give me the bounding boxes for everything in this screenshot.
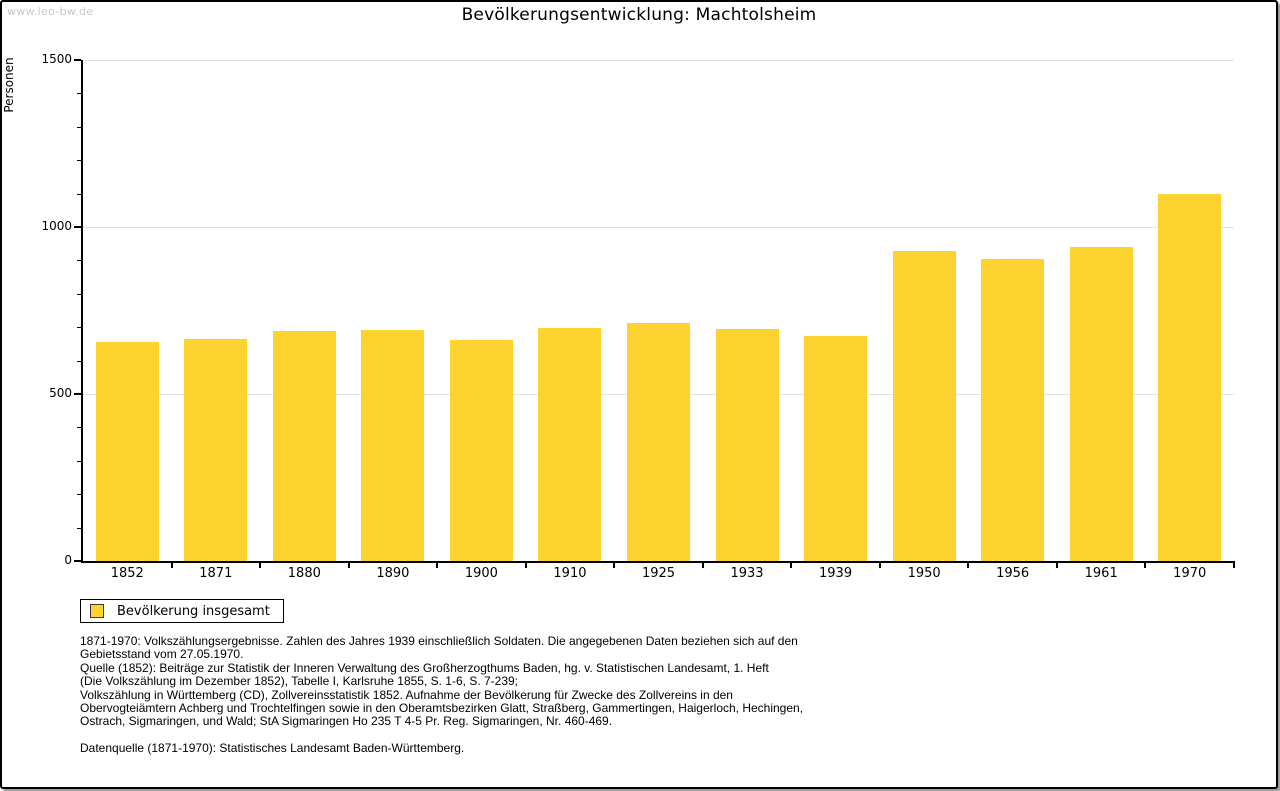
y-axis-minor-tick (77, 327, 81, 329)
y-axis-minor-tick (77, 93, 81, 95)
x-axis-tick (1144, 561, 1147, 568)
footnote-line: Obervogteiämtern Achberg und Trochtelfin… (80, 701, 804, 716)
x-axis-tick (1233, 561, 1235, 568)
gridline (83, 60, 1234, 61)
x-axis-tick (524, 561, 527, 568)
y-axis-minor-tick (77, 193, 81, 195)
y-axis-tick (74, 59, 81, 61)
x-axis-tick (347, 561, 350, 568)
x-axis-tick-label: 1939 (819, 566, 853, 581)
x-axis-tick (436, 561, 439, 568)
x-axis-tick (170, 561, 173, 568)
legend-swatch-icon (90, 604, 104, 618)
bar (804, 336, 868, 561)
footnote-line: Volkszählung in Württemberg (CD), Zollve… (80, 687, 733, 702)
bar (184, 338, 248, 561)
bar (95, 342, 159, 561)
x-axis-tick-label: 1925 (641, 566, 676, 581)
x-axis-tick-label: 1890 (376, 566, 410, 581)
y-axis-tick-label: 1000 (41, 219, 72, 233)
y-axis-minor-tick (77, 160, 81, 162)
x-axis-tick (259, 561, 262, 568)
y-axis-minor-tick (77, 527, 81, 529)
y-axis-tick (74, 393, 81, 395)
x-axis-tick-label: 1950 (907, 566, 941, 581)
x-axis-tick (967, 561, 970, 568)
y-axis-minor-tick (77, 494, 81, 496)
x-axis-tick-label: 1961 (1084, 566, 1118, 581)
bar (627, 322, 690, 561)
x-axis-tick-label: 1933 (730, 566, 764, 581)
x-axis-tick-label: 1880 (287, 566, 321, 581)
y-axis-minor-tick (77, 360, 81, 362)
x-axis-tick-label: 1852 (110, 566, 144, 581)
y-axis-minor-tick (77, 260, 81, 262)
y-axis-minor-tick (77, 126, 81, 128)
footnote-line: Quelle (1852): Beiträge zur Statistik de… (80, 660, 769, 675)
x-axis-tick-label: 1910 (553, 566, 587, 581)
y-axis-minor-tick (77, 427, 81, 429)
footnote-line: (Die Volkszählung im Dezember 1852), Tab… (80, 674, 519, 689)
bar (361, 330, 425, 561)
y-axis-tick (74, 560, 81, 562)
y-axis-title: Personen (2, 57, 16, 113)
bar (272, 331, 336, 561)
x-axis-tick (701, 561, 704, 568)
bar (449, 340, 513, 561)
footnote-line: 1871-1970: Volkszählungsergebnisse. Zahl… (80, 634, 798, 648)
x-axis-tick-label: 1970 (1173, 566, 1207, 581)
y-axis-minor-tick (77, 460, 81, 462)
y-axis-tick (74, 226, 81, 228)
x-axis-tick (1055, 561, 1058, 568)
footnotes: 1871-1970: Volkszählungsergebnisse. Zahl… (80, 634, 804, 729)
legend-label: Bevölkerung insgesamt (117, 603, 270, 619)
bar (1069, 247, 1133, 561)
x-axis-tick-label: 1956 (996, 566, 1030, 581)
datasource-line: Datenquelle (1871-1970): Statistisches L… (80, 741, 465, 755)
x-axis-tick (613, 561, 616, 568)
bar (981, 259, 1045, 561)
plot-area (74, 59, 1235, 568)
x-axis-tick (878, 561, 881, 568)
x-axis-tick-label: 1900 (464, 566, 498, 581)
y-axis-tick-label: 500 (49, 386, 72, 400)
y-axis-tick-label: 0 (64, 553, 72, 567)
x-axis-tick-label: 1871 (199, 566, 233, 581)
footnote-line: Gebietsstand vom 27.05.1970. (80, 647, 244, 662)
watermark: www.leo-bw.de (7, 5, 94, 18)
bar (892, 251, 956, 561)
gridline (83, 227, 1234, 228)
legend: Bevölkerung insgesamt (80, 599, 284, 623)
chart-title: Bevölkerungsentwicklung: Machtolsheim (461, 5, 817, 25)
bar (538, 328, 602, 561)
bar (715, 328, 779, 561)
y-axis-tick-label: 1500 (41, 52, 72, 66)
bar (1158, 193, 1222, 561)
x-axis-tick (790, 561, 793, 568)
y-axis-minor-tick (77, 293, 81, 295)
footnote-line: Ostrach, Sigmaringen, und Wald; StA Sigm… (80, 714, 613, 729)
